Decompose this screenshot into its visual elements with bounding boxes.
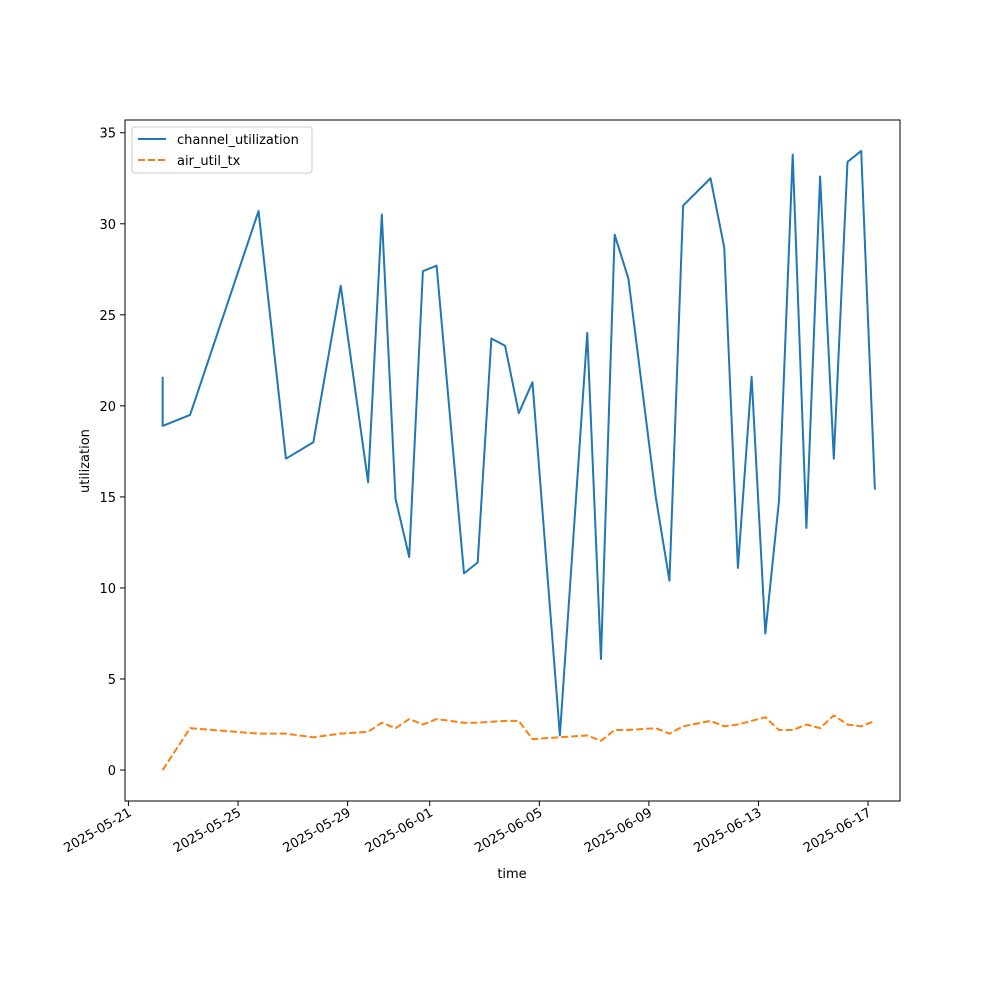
y-tick-label: 30 — [99, 218, 116, 233]
legend-entry-channel-utilization: channel_utilization — [177, 133, 299, 148]
y-tick-label: 20 — [99, 400, 116, 415]
y-axis-label: utilization — [78, 429, 93, 493]
y-tick-label: 35 — [99, 127, 116, 142]
y-tick-label: 10 — [99, 582, 116, 597]
plot-frame — [124, 119, 901, 802]
y-tick-label: 15 — [99, 491, 116, 506]
y-axis: 0 5 10 15 20 25 30 35 — [99, 127, 125, 779]
x-axis-label: time — [497, 867, 526, 882]
legend: channel_utilization air_util_tx — [131, 126, 313, 174]
legend-entry-air-util-tx: air_util_tx — [177, 154, 241, 169]
series-line-channel-utilization — [161, 149, 876, 737]
y-tick-label: 5 — [108, 673, 116, 688]
series-layer — [161, 149, 876, 771]
y-tick-label: 25 — [99, 309, 116, 324]
y-tick-label: 0 — [108, 764, 116, 779]
legend-box — [131, 126, 313, 174]
series-line-air-util-tx — [161, 714, 876, 771]
